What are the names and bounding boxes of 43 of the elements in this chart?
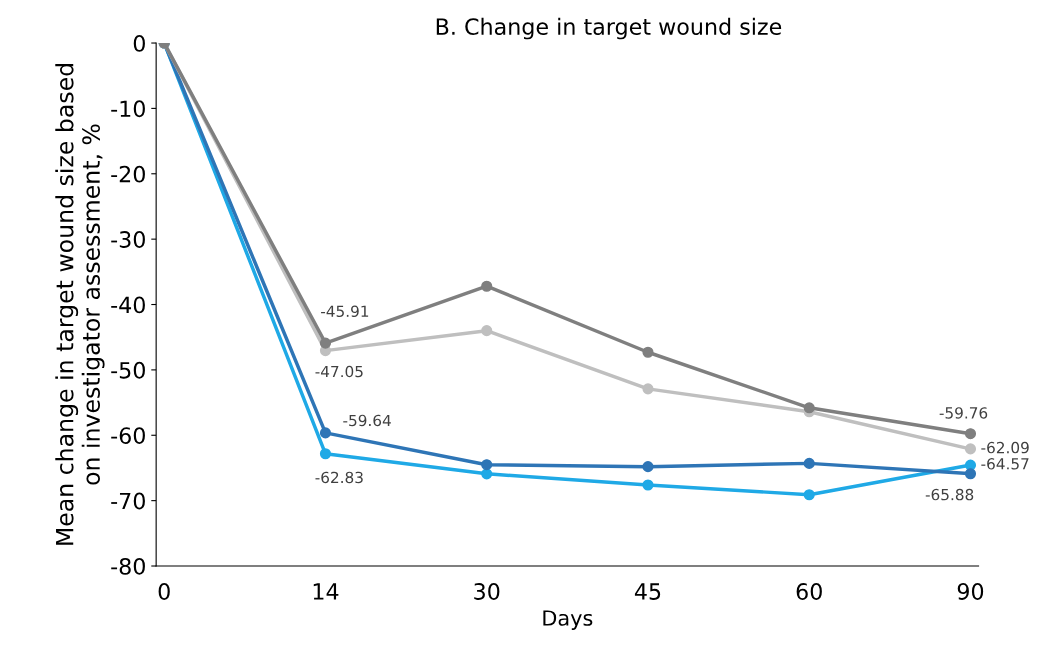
- y-tick-label: -40: [111, 296, 145, 314]
- data-label: -64.57: [981, 458, 1029, 470]
- data-label: -65.88: [925, 488, 974, 501]
- y-tick-label: -20: [111, 165, 145, 183]
- data-label: -62.09: [981, 441, 1029, 454]
- data-label: -59.64: [343, 414, 391, 427]
- point: [803, 489, 815, 501]
- y-axis-title: Mean change in target wound size based on investigator assessment, %: [55, 64, 105, 545]
- x-tick-label: 30: [474, 583, 500, 600]
- point: [642, 383, 654, 395]
- point: [481, 280, 493, 292]
- chart-title: B. Change in target wound size: [436, 17, 782, 40]
- y-tick-label: -10: [111, 100, 145, 118]
- point: [481, 459, 493, 471]
- y-tick-label: -70: [111, 492, 145, 510]
- point: [803, 402, 815, 414]
- x-tick-label: 60: [796, 583, 822, 600]
- y-tick-label: -30: [111, 231, 145, 248]
- point: [642, 461, 654, 473]
- x-tick-label: 45: [634, 583, 661, 600]
- x-tick-label: 0: [158, 583, 170, 600]
- point: [319, 448, 332, 460]
- data-label: -47.05: [315, 365, 363, 378]
- point: [481, 325, 493, 337]
- point: [803, 457, 815, 469]
- data-label: -59.76: [939, 407, 988, 419]
- point: [964, 443, 977, 455]
- data-label: -62.83: [315, 471, 363, 484]
- point: [642, 346, 654, 358]
- x-tick-label: 90: [957, 583, 984, 600]
- y-tick-label: -80: [111, 557, 145, 575]
- data-label: -45.91: [321, 305, 369, 318]
- y-tick-label: -60: [111, 427, 145, 445]
- y-tick-label: 0: [133, 34, 145, 52]
- point: [319, 337, 332, 349]
- x-axis-title: Days: [543, 610, 593, 630]
- point: [481, 468, 493, 480]
- point: [319, 427, 332, 439]
- y-tick-label: -50: [111, 361, 145, 379]
- x-tick-label: 14: [313, 583, 339, 600]
- point: [964, 468, 977, 480]
- point: [964, 428, 977, 440]
- point: [642, 479, 654, 491]
